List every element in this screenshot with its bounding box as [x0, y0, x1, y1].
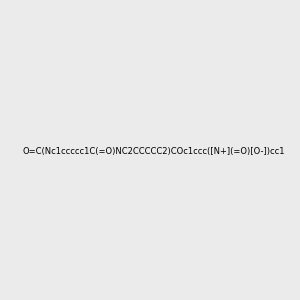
Text: O=C(Nc1ccccc1C(=O)NC2CCCCC2)COc1ccc([N+](=O)[O-])cc1: O=C(Nc1ccccc1C(=O)NC2CCCCC2)COc1ccc([N+]… [22, 147, 285, 156]
